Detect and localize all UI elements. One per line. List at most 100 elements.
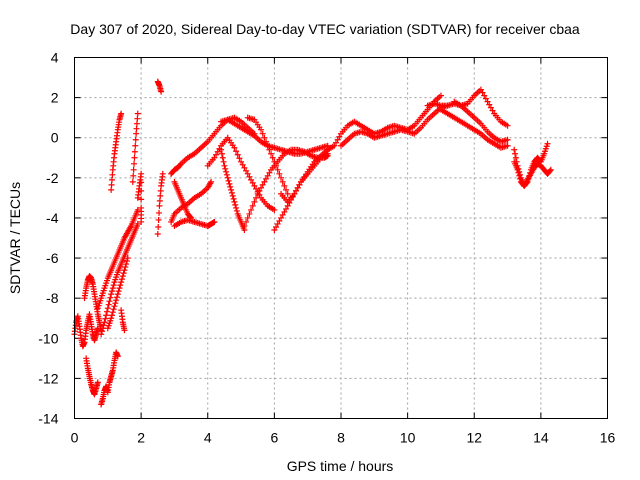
data-point bbox=[512, 150, 519, 157]
data-point bbox=[131, 154, 138, 161]
data-point bbox=[258, 126, 265, 133]
data-point bbox=[479, 89, 486, 96]
data-point bbox=[211, 154, 218, 161]
data-point bbox=[489, 107, 496, 114]
data-point bbox=[220, 158, 227, 165]
series-t27 bbox=[424, 86, 511, 129]
data-point bbox=[249, 179, 256, 186]
data-point bbox=[138, 179, 145, 186]
series-t15 bbox=[168, 178, 215, 225]
data-point bbox=[157, 192, 164, 199]
data-point bbox=[269, 154, 276, 161]
data-point bbox=[98, 328, 105, 335]
series-t4 bbox=[98, 349, 121, 408]
data-point bbox=[123, 261, 130, 268]
data-point bbox=[231, 198, 238, 205]
data-point bbox=[246, 210, 253, 217]
series-t21 bbox=[204, 134, 278, 213]
data-point bbox=[243, 167, 250, 174]
series-t29 bbox=[451, 98, 511, 145]
data-point bbox=[482, 95, 489, 102]
data-point bbox=[114, 353, 121, 360]
data-point bbox=[504, 136, 511, 143]
data-point bbox=[243, 218, 250, 225]
series-t22 bbox=[244, 114, 291, 197]
data-point bbox=[512, 154, 519, 161]
x-tick-label: 10 bbox=[400, 430, 416, 446]
data-point bbox=[234, 151, 241, 158]
data-point bbox=[544, 140, 551, 147]
data-point bbox=[132, 136, 139, 143]
data-point bbox=[187, 213, 194, 220]
data-point bbox=[264, 142, 271, 149]
data-point bbox=[477, 86, 484, 93]
data-point bbox=[134, 115, 141, 122]
data-point bbox=[273, 162, 280, 169]
data-point bbox=[266, 146, 273, 153]
data-point bbox=[216, 145, 223, 152]
y-tick-label: 2 bbox=[51, 90, 59, 106]
data-point bbox=[109, 309, 116, 316]
data-point bbox=[159, 170, 166, 177]
data-point bbox=[222, 165, 229, 172]
series-t26 bbox=[338, 102, 451, 149]
x-tick-label: 8 bbox=[337, 430, 345, 446]
x-tick-label: 6 bbox=[270, 430, 278, 446]
data-point bbox=[259, 130, 266, 137]
data-point bbox=[105, 301, 112, 308]
x-tick-label: 2 bbox=[137, 430, 145, 446]
y-tick-label: -4 bbox=[46, 210, 59, 226]
data-point bbox=[276, 170, 283, 177]
data-point bbox=[514, 166, 521, 173]
data-point bbox=[156, 202, 163, 209]
y-tick-label: 0 bbox=[51, 130, 59, 146]
data-point bbox=[241, 222, 248, 229]
data-point bbox=[118, 110, 125, 117]
data-point bbox=[486, 101, 493, 108]
data-point bbox=[114, 291, 121, 298]
data-point bbox=[117, 282, 124, 289]
data-point bbox=[218, 150, 225, 157]
data-point bbox=[258, 184, 265, 191]
data-point bbox=[133, 130, 140, 137]
data-point bbox=[274, 220, 281, 227]
data-point bbox=[231, 144, 238, 151]
data-point bbox=[273, 223, 280, 230]
data-point bbox=[271, 158, 278, 165]
series-t12 bbox=[154, 78, 165, 95]
data-point bbox=[244, 170, 251, 177]
data-point bbox=[227, 183, 234, 190]
data-point bbox=[251, 182, 258, 189]
data-point bbox=[233, 148, 240, 155]
data-point bbox=[283, 186, 290, 193]
series-t31 bbox=[511, 158, 554, 189]
series-t16 bbox=[171, 216, 218, 229]
data-point bbox=[256, 191, 263, 198]
data-point bbox=[122, 264, 129, 271]
data-point bbox=[104, 305, 111, 312]
data-point bbox=[487, 104, 494, 111]
data-point bbox=[134, 220, 141, 227]
data-point bbox=[504, 122, 511, 129]
data-point bbox=[131, 160, 138, 167]
data-point bbox=[239, 161, 246, 168]
x-tick-label: 14 bbox=[533, 430, 549, 446]
data-point bbox=[241, 164, 248, 171]
data-point bbox=[253, 185, 260, 192]
data-point bbox=[103, 312, 110, 319]
data-point bbox=[155, 223, 162, 230]
data-point bbox=[248, 176, 255, 183]
data-point bbox=[281, 182, 288, 189]
data-point bbox=[251, 198, 258, 205]
data-point bbox=[334, 136, 341, 143]
data-point bbox=[236, 155, 243, 162]
data-point bbox=[516, 172, 523, 179]
data-point bbox=[103, 308, 110, 315]
data-point bbox=[111, 303, 118, 310]
x-axis-label: GPS time / hours bbox=[287, 458, 394, 474]
data-point bbox=[138, 170, 145, 177]
data-point bbox=[155, 216, 162, 223]
data-point bbox=[484, 98, 491, 105]
data-point bbox=[134, 206, 141, 213]
data-point bbox=[120, 270, 127, 277]
